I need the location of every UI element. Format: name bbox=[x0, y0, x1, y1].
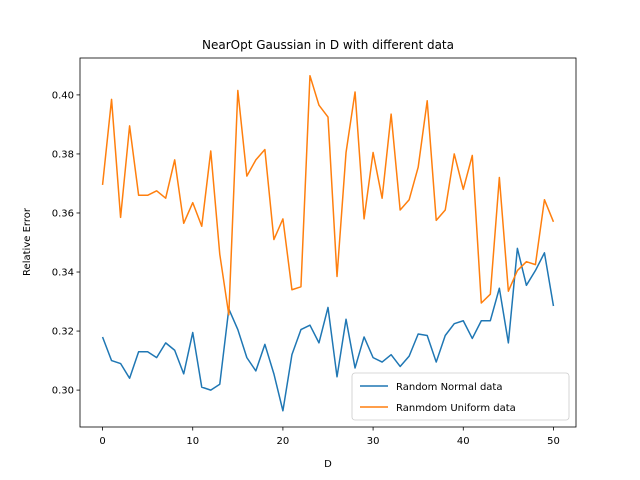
legend: Random Normal data Ranmdom Uniform data bbox=[351, 372, 570, 421]
x-tick-label-3: 30 bbox=[367, 436, 380, 447]
y-tick-label-0: 0.30 bbox=[52, 386, 74, 397]
x-tick-label-1: 10 bbox=[186, 436, 199, 447]
y-tick-label-3: 0.36 bbox=[52, 208, 74, 219]
y-axis: 0.30 0.32 0.34 0.36 0.38 0.40 bbox=[52, 90, 80, 397]
x-axis: 0 10 20 30 40 50 bbox=[99, 427, 560, 447]
y-tick-label-4: 0.38 bbox=[52, 149, 74, 160]
x-tick-label-4: 40 bbox=[457, 436, 470, 447]
y-tick-label-5: 0.40 bbox=[52, 90, 74, 101]
series-lines bbox=[101, 74, 555, 412]
legend-label-normal: Random Normal data bbox=[396, 382, 502, 393]
x-tick-label-2: 20 bbox=[277, 436, 290, 447]
series-line-uniform bbox=[101, 74, 555, 316]
y-axis-label: Relative Error bbox=[22, 207, 33, 276]
legend-box bbox=[351, 372, 570, 421]
x-tick-label-0: 0 bbox=[99, 436, 105, 447]
legend-label-uniform: Ranmdom Uniform data bbox=[396, 403, 516, 414]
y-tick-label-2: 0.34 bbox=[52, 268, 74, 279]
series-line-normal bbox=[101, 247, 555, 412]
chart-title: NearOpt Gaussian in D with different dat… bbox=[202, 38, 454, 52]
x-tick-label-5: 50 bbox=[547, 436, 560, 447]
y-tick-label-1: 0.32 bbox=[52, 327, 74, 338]
plot-frame bbox=[79, 57, 577, 428]
x-axis-label: D bbox=[324, 459, 332, 470]
